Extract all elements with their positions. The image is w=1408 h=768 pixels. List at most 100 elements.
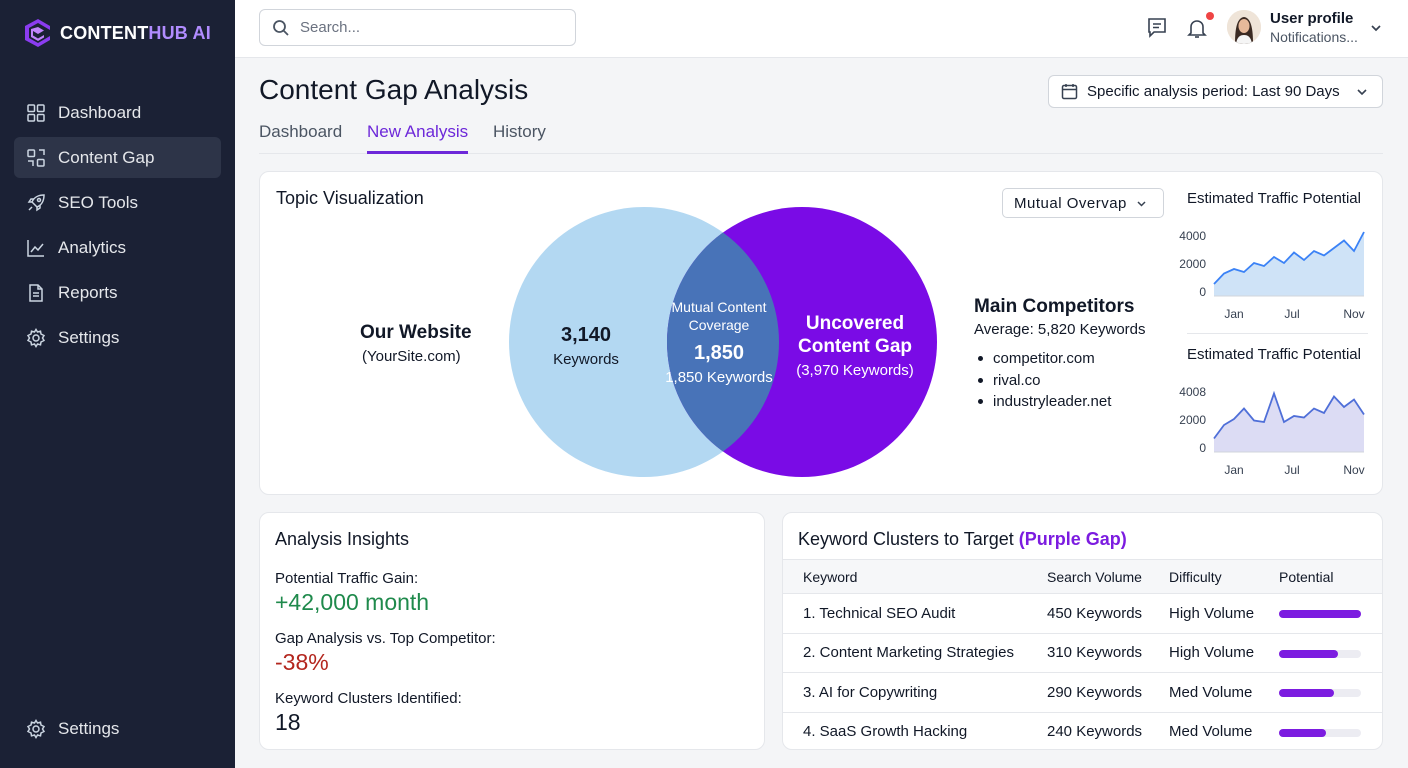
- chevron-down-icon: [1357, 88, 1367, 95]
- competitor-list: competitor.com rival.co industryleader.n…: [978, 348, 1111, 413]
- sidebar-item-settings[interactable]: Settings: [14, 317, 221, 358]
- bullet: [978, 377, 983, 383]
- x-tick: Jul: [1284, 307, 1299, 321]
- search-volume-cell: 450 Keywords: [1047, 604, 1143, 622]
- gap-label-line1: Uncovered: [806, 313, 904, 334]
- series-line[interactable]: [1213, 231, 1365, 285]
- tab-dashboard[interactable]: Dashboard: [259, 122, 343, 141]
- gap-analysis-label: Gap Analysis vs. Top Competitor:: [275, 630, 496, 647]
- clusters-identified-label: Keyword Clusters Identified:: [275, 690, 462, 707]
- search-volume-cell: 290 Keywords: [1047, 683, 1143, 701]
- overlap-mode-value: Mutual Overvap: [1014, 194, 1127, 212]
- logo-text: CONTENT: [60, 22, 149, 43]
- x-tick: Jul: [1284, 463, 1299, 477]
- sidebar: CONTENTHUB AI Dashboard Content Gap SEO …: [0, 0, 235, 768]
- tab-bar: Dashboard New Analysis History: [259, 122, 1383, 154]
- series-area: [1214, 232, 1364, 296]
- analysis-period-select[interactable]: Specific analysis period: Last 90 Days: [1048, 75, 1383, 108]
- y-tick: 2000: [1179, 257, 1206, 271]
- app-logo[interactable]: CONTENTHUB AI: [24, 18, 211, 48]
- our-website-domain: (YourSite.com): [362, 348, 461, 365]
- table-row[interactable]: 1. Technical SEO Audit 450 Keywords High…: [783, 594, 1382, 634]
- keyword-clusters-title-text: Keyword Clusters to Target: [798, 529, 1019, 549]
- potential-bar: [1279, 728, 1361, 737]
- sidebar-item-dashboard[interactable]: Dashboard: [14, 92, 221, 133]
- overlap-count: 1,850: [694, 342, 744, 364]
- table-row[interactable]: 4. SaaS Growth Hacking 240 Keywords Med …: [783, 713, 1382, 750]
- table-row[interactable]: 3. AI for Copywriting 290 Keywords Med V…: [783, 673, 1382, 713]
- gap-analysis-value: -38%: [275, 649, 329, 675]
- column-header-keyword[interactable]: Keyword: [803, 568, 858, 585]
- overlap-label-line2: Coverage: [689, 317, 750, 333]
- sidebar-item-label: SEO Tools: [58, 192, 139, 212]
- y-tick: 0: [1199, 285, 1206, 299]
- analysis-insights-title: Analysis Insights: [275, 529, 410, 549]
- list-item[interactable]: industryleader.net: [978, 391, 1111, 413]
- page-title: Content Gap Analysis: [259, 74, 529, 105]
- topbar: User profile Notifications...: [235, 0, 1408, 58]
- sidebar-item-reports[interactable]: Reports: [14, 272, 221, 313]
- traffic-chart-1[interactable]: 4000 2000 0 Jan Jul Nov: [1174, 218, 1374, 322]
- column-header-search-volume[interactable]: Search Volume: [1047, 568, 1142, 585]
- bullet: [978, 399, 983, 405]
- user-notifications-text: Notifications...: [1270, 29, 1358, 45]
- content-gap-icon: [27, 148, 45, 167]
- column-header-difficulty[interactable]: Difficulty: [1169, 568, 1222, 585]
- difficulty-cell: High Volume: [1169, 644, 1255, 662]
- potential-bar-fill: [1279, 649, 1339, 658]
- series-line[interactable]: [1213, 390, 1365, 440]
- list-item[interactable]: competitor.com: [978, 348, 1111, 370]
- user-name[interactable]: User profile: [1270, 10, 1354, 27]
- keyword-cell: 2. Content Marketing Strategies: [803, 644, 1014, 662]
- sidebar-item-content-gap[interactable]: Content Gap: [14, 137, 221, 178]
- sidebar-item-analytics[interactable]: Analytics: [14, 227, 221, 268]
- line-chart-icon: [27, 239, 44, 257]
- logo-icon: [25, 19, 50, 47]
- sidebar-bottom-settings[interactable]: Settings: [14, 708, 221, 749]
- competitors-average: Average: 5,820 Keywords: [974, 321, 1146, 338]
- our-keyword-unit: Keywords: [553, 351, 619, 368]
- search-icon: [273, 19, 289, 36]
- keyword-cell: 3. AI for Copywriting: [803, 683, 938, 701]
- y-tick: 4008: [1179, 385, 1206, 399]
- table-row[interactable]: 2. Content Marketing Strategies 310 Keyw…: [783, 634, 1382, 673]
- chevron-down-icon[interactable]: [1368, 20, 1384, 36]
- bell-icon[interactable]: [1185, 16, 1209, 40]
- sidebar-item-label: Settings: [58, 327, 120, 347]
- potential-bar: [1279, 610, 1361, 618]
- tab-new-analysis[interactable]: New Analysis: [367, 122, 469, 154]
- difficulty-cell: Med Volume: [1169, 683, 1253, 701]
- potential-bar-fill: [1279, 728, 1326, 737]
- message-icon[interactable]: [1145, 16, 1169, 40]
- x-tick: Nov: [1343, 307, 1364, 321]
- rocket-icon: [27, 193, 45, 211]
- search-box[interactable]: [259, 9, 576, 46]
- avatar-image: [1227, 10, 1261, 44]
- potential-bar-fill: [1279, 610, 1361, 618]
- sidebar-item-label: Settings: [58, 718, 120, 738]
- potential-bar: [1279, 649, 1361, 658]
- keyword-clusters-table: Keyword Search Volume Difficulty Potenti…: [783, 559, 1382, 750]
- list-item[interactable]: rival.co: [978, 370, 1111, 392]
- sidebar-item-seo-tools[interactable]: SEO Tools: [14, 182, 221, 223]
- y-tick: 0: [1199, 441, 1206, 455]
- our-website-label: Our Website: [360, 322, 472, 343]
- keyword-clusters-title: Keyword Clusters to Target (Purple Gap): [798, 529, 1127, 550]
- overlap-mode-dropdown[interactable]: Mutual Overvap: [1002, 188, 1164, 218]
- tab-history[interactable]: History: [493, 122, 546, 141]
- sidebar-item-label: Dashboard: [58, 102, 142, 122]
- notification-dot: [1206, 12, 1214, 20]
- x-tick: Jan: [1224, 307, 1243, 321]
- clusters-identified-value: 18: [275, 709, 301, 735]
- search-input[interactable]: [300, 19, 550, 36]
- column-header-potential[interactable]: Potential: [1279, 568, 1334, 585]
- overlap-unit: 1,850 Keywords: [665, 369, 773, 386]
- calendar-icon: [1061, 84, 1078, 100]
- gap-unit: (3,970 Keywords): [796, 362, 914, 379]
- y-tick: 2000: [1179, 413, 1206, 427]
- x-tick: Nov: [1343, 463, 1364, 477]
- avatar[interactable]: [1227, 10, 1261, 44]
- overlap-region[interactable]: [667, 207, 937, 477]
- potential-bar: [1279, 689, 1361, 697]
- traffic-chart-2[interactable]: 4008 2000 0 Jan Jul Nov: [1174, 374, 1374, 478]
